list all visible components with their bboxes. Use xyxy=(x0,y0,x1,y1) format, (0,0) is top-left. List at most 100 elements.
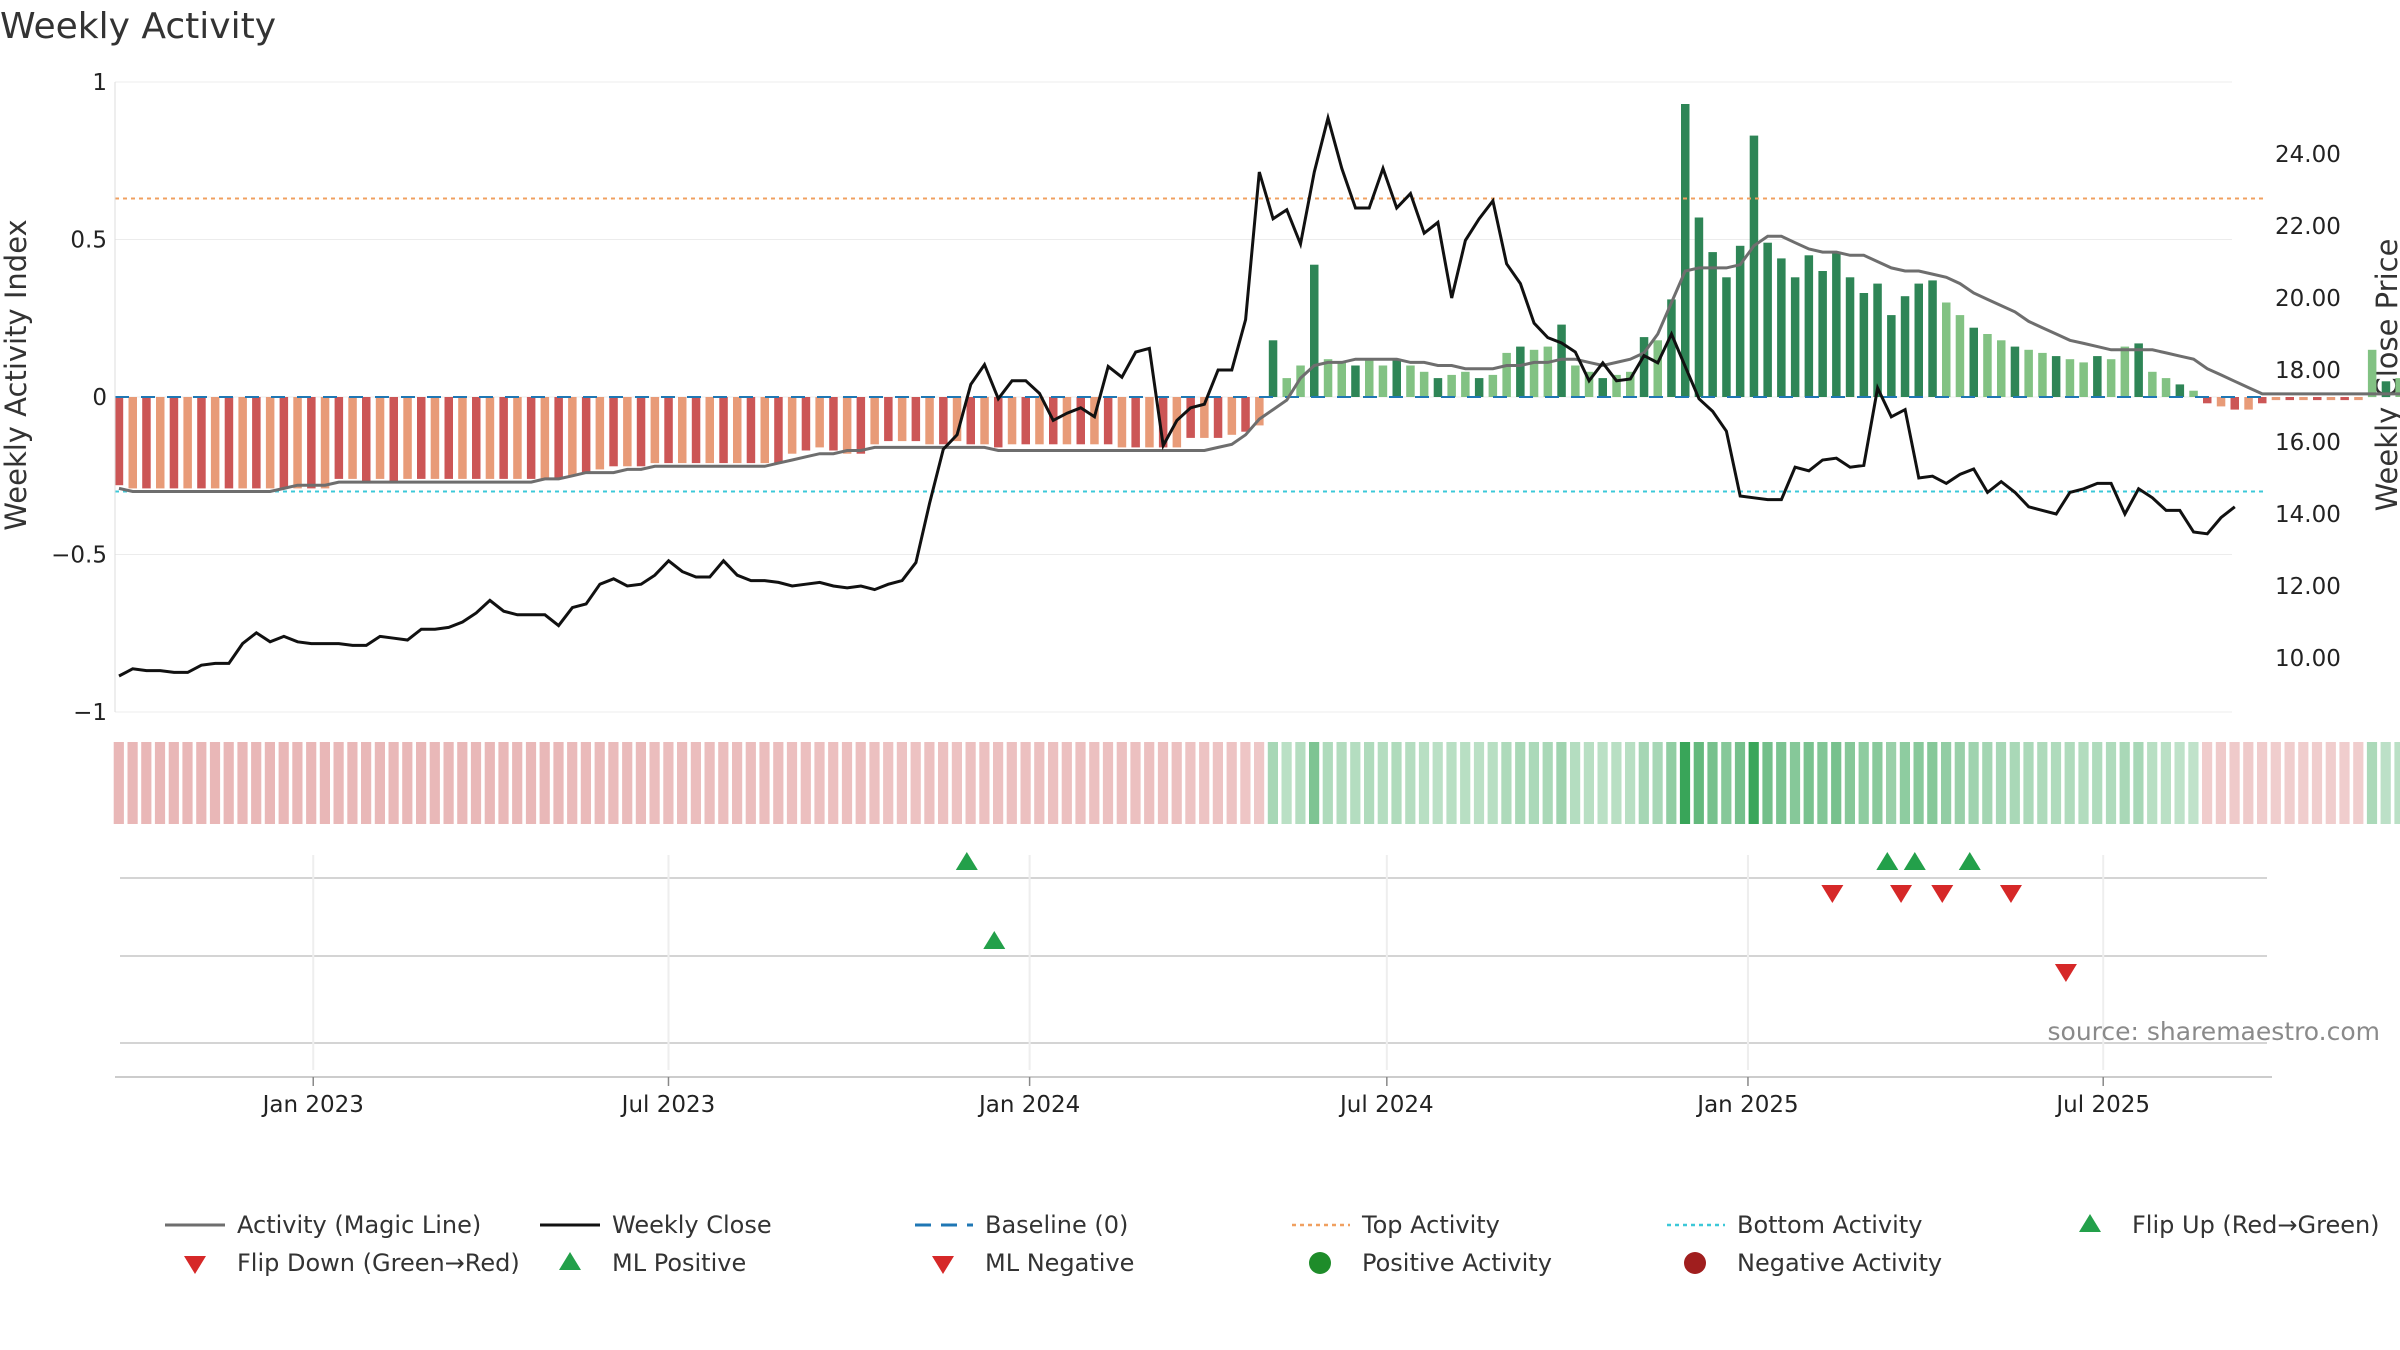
heat-cell xyxy=(1267,742,1278,824)
activity-bar xyxy=(320,397,330,489)
heat-cell xyxy=(1075,742,1086,824)
flip-down-marker xyxy=(1821,885,1844,903)
heat-cell xyxy=(1721,742,1732,824)
activity-bars xyxy=(114,104,2400,489)
activity-bar xyxy=(2038,352,2047,397)
activity-bar xyxy=(128,397,137,489)
heat-cell xyxy=(910,742,921,824)
activity-bar xyxy=(2395,378,2400,397)
heat-cell xyxy=(993,742,1004,824)
heat-cell xyxy=(828,742,839,824)
heat-cell xyxy=(2298,742,2309,824)
activity-bar xyxy=(719,397,728,464)
activity-bar xyxy=(1117,397,1127,448)
heat-cell xyxy=(1666,742,1677,824)
heat-cell xyxy=(278,742,289,824)
heat-cell xyxy=(2394,742,2400,824)
heat-cell xyxy=(1254,742,1265,824)
heat-cell xyxy=(1638,742,1649,824)
legend-swatch xyxy=(2079,1214,2101,1232)
activity-bar xyxy=(1942,302,1951,397)
heat-cell xyxy=(113,742,124,824)
heat-cell xyxy=(2188,742,2199,824)
heat-cell xyxy=(1460,742,1471,824)
activity-heat-strip xyxy=(113,742,2400,824)
heat-cell xyxy=(127,742,138,824)
right-tick-label: 16.00 xyxy=(2275,430,2341,456)
activity-bar xyxy=(1516,346,1525,397)
legend-item: Baseline (0) xyxy=(915,1211,1128,1239)
activity-bar xyxy=(252,397,261,489)
activity-bar xyxy=(1158,397,1168,448)
heat-cell xyxy=(1240,742,1251,824)
heat-cell xyxy=(1171,742,1182,824)
activity-bar xyxy=(856,397,866,454)
x-tick-label: Jul 2024 xyxy=(1338,1092,1434,1118)
heat-cell xyxy=(1734,742,1746,824)
heat-cell xyxy=(196,742,207,824)
activity-bar xyxy=(458,397,467,479)
heat-cell xyxy=(154,742,166,824)
heat-cell xyxy=(1762,742,1773,824)
heat-cell xyxy=(443,742,454,824)
heat-cell xyxy=(690,742,701,824)
activity-bar xyxy=(210,397,220,489)
legend-label: Flip Down (Green→Red) xyxy=(237,1249,520,1277)
activity-bar xyxy=(636,397,646,467)
heat-cell xyxy=(1982,742,1993,824)
heat-cell xyxy=(1405,742,1416,824)
activity-bar xyxy=(1186,397,1195,438)
heat-cell xyxy=(2284,742,2295,824)
activity-bar xyxy=(1131,397,1140,448)
heat-cell xyxy=(1295,742,1306,824)
activity-bar xyxy=(2381,381,2391,398)
legend-swatch xyxy=(1309,1252,1331,1274)
activity-bar xyxy=(1227,397,1237,435)
activity-bar xyxy=(733,397,742,464)
activity-bar xyxy=(664,397,673,464)
heat-cell xyxy=(979,742,990,824)
activity-bar xyxy=(1062,397,1072,445)
heat-cell xyxy=(745,742,756,824)
heat-cell xyxy=(2050,742,2062,824)
activity-bar xyxy=(1255,397,1264,426)
heat-cell xyxy=(319,742,330,824)
heat-cell xyxy=(622,742,633,824)
activity-bar xyxy=(114,397,124,486)
activity-bar xyxy=(417,397,426,479)
activity-bar xyxy=(142,397,151,489)
heat-cell xyxy=(1281,742,1292,824)
activity-bar xyxy=(911,397,921,442)
heat-cell xyxy=(1048,742,1059,824)
heat-cell xyxy=(2229,742,2240,824)
heat-cell xyxy=(677,742,688,824)
activity-bar xyxy=(389,397,398,483)
heat-cell xyxy=(2325,742,2336,824)
activity-bar xyxy=(1983,334,1992,397)
ml-negative-marker xyxy=(2054,964,2077,982)
heat-cell xyxy=(1061,742,1072,824)
legend-label: Flip Up (Red→Green) xyxy=(2132,1211,2380,1239)
heat-cell xyxy=(1817,742,1828,824)
heat-cell xyxy=(306,742,317,824)
heat-cell xyxy=(1748,742,1759,824)
heat-cell xyxy=(1652,742,1663,824)
heat-cell xyxy=(1309,742,1320,824)
left-tick-label: −1 xyxy=(73,700,107,726)
heat-cell xyxy=(1597,742,1608,824)
heat-cell xyxy=(2160,742,2171,824)
legend-item: Activity (Magic Line) xyxy=(165,1211,481,1239)
heat-cell xyxy=(1130,742,1141,824)
activity-bar xyxy=(362,397,371,483)
activity-bar xyxy=(1708,252,1717,397)
activity-bar xyxy=(2175,384,2185,397)
heat-cell xyxy=(2092,742,2103,824)
heat-cell xyxy=(841,742,853,824)
heat-cell xyxy=(1693,742,1704,824)
activity-bar xyxy=(870,397,879,445)
heat-cell xyxy=(2105,742,2117,824)
heat-cell xyxy=(1927,742,1938,824)
heat-cell xyxy=(1418,742,1430,824)
activity-bar xyxy=(1900,296,1910,397)
activity-bar xyxy=(1378,365,1388,397)
